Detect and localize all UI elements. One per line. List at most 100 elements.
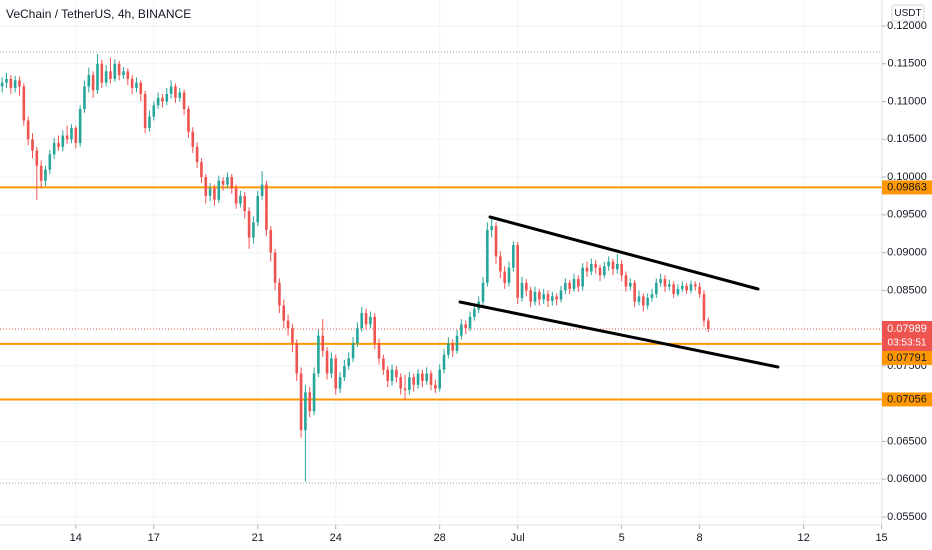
candle-body (22, 86, 26, 121)
candle-body (334, 358, 338, 389)
candle-body (620, 263, 623, 276)
candle-body (382, 358, 385, 370)
candle-body (165, 93, 169, 102)
y-tick-label: 0.06000 (887, 473, 927, 485)
candle-body (555, 296, 558, 300)
y-tick-label: 0.08500 (887, 284, 927, 296)
candle-body (156, 97, 160, 106)
x-tick-label: 17 (148, 532, 160, 544)
candle-body (191, 131, 195, 147)
candle-body (243, 195, 247, 212)
currency-box[interactable] (891, 4, 925, 22)
candle-body (360, 313, 364, 329)
candle-body (663, 279, 667, 287)
candle-body (143, 93, 147, 128)
candle-body (87, 75, 91, 87)
candle-body (494, 226, 498, 257)
candle-body (113, 63, 117, 79)
candle-body (408, 377, 411, 391)
candle-body (473, 309, 476, 317)
candle-body (538, 291, 541, 300)
candle-body (273, 252, 277, 283)
currency-label[interactable]: USDT (894, 8, 921, 19)
candle-body (499, 256, 502, 272)
candle-body (317, 335, 320, 374)
candle-body (581, 267, 584, 287)
level-label-box (882, 180, 932, 195)
candle-body (178, 92, 182, 98)
candle-body (152, 105, 156, 117)
candle-body (572, 279, 576, 289)
candle-body (646, 297, 649, 306)
candle-body (195, 146, 199, 162)
x-tick-label: 28 (434, 532, 446, 544)
level-label: 0.07056 (887, 393, 927, 405)
candle-body (451, 343, 454, 351)
candle-body (577, 279, 580, 287)
candle-body (217, 180, 221, 200)
candle-body (421, 373, 424, 382)
candle-body (208, 188, 212, 196)
candle-body (325, 350, 329, 374)
candle-body (70, 127, 73, 140)
candle-body (447, 343, 450, 355)
x-tick-label: 8 (697, 532, 703, 544)
candle-body (460, 324, 463, 336)
candle-body (425, 373, 429, 382)
candle-body (321, 335, 325, 351)
candle-body (507, 267, 511, 283)
level-label: 0.07791 (887, 352, 927, 364)
level-label-box (882, 350, 932, 365)
candle-body (706, 320, 710, 329)
candle-body (239, 195, 242, 204)
candle-body (35, 150, 39, 166)
candle-body (65, 135, 69, 140)
candle-body (590, 263, 593, 272)
candle-body (221, 180, 225, 185)
candle-body (468, 316, 472, 329)
candle-body (559, 290, 563, 300)
candle-body (182, 92, 186, 110)
candle-body (295, 343, 299, 374)
candle-body (520, 282, 524, 298)
candle-body (338, 377, 342, 389)
y-tick-label: 0.06500 (887, 435, 927, 447)
candle-body (204, 177, 208, 196)
candle-body (702, 294, 706, 321)
candle-body (139, 82, 143, 94)
candle-body (0, 82, 4, 87)
candle-body (464, 324, 467, 329)
x-tick-label: 15 (875, 532, 887, 544)
candle-body (533, 291, 537, 302)
axes: 0.12000 0.11500 0.11000 0.10500 0.10000 0.095… (70, 20, 932, 544)
candle-body (667, 284, 671, 287)
candle-body (672, 284, 675, 295)
candle-body (429, 373, 433, 385)
candle-body (347, 358, 351, 366)
candle-body (685, 285, 688, 291)
last-price-box (882, 320, 932, 351)
candle-body (551, 296, 554, 301)
candle-body (525, 282, 528, 291)
candle-body (369, 316, 372, 325)
candle-body (568, 282, 571, 289)
candle-body (57, 143, 60, 147)
candle-body (234, 188, 238, 204)
x-tick-label: 24 (330, 532, 342, 544)
candle-body (377, 343, 381, 359)
candle-body (603, 266, 606, 276)
candle-body (265, 184, 268, 230)
y-tick-label: 0.09500 (887, 209, 927, 221)
level-label-box (882, 392, 932, 407)
candle-body (18, 80, 21, 87)
candle-body (169, 86, 173, 94)
candle-body (61, 135, 65, 147)
candle-body (680, 285, 684, 289)
candle-body (48, 154, 52, 170)
x-tick-label: Jul (511, 532, 525, 544)
x-tick-label: 21 (252, 532, 264, 544)
candle-body (91, 75, 95, 91)
